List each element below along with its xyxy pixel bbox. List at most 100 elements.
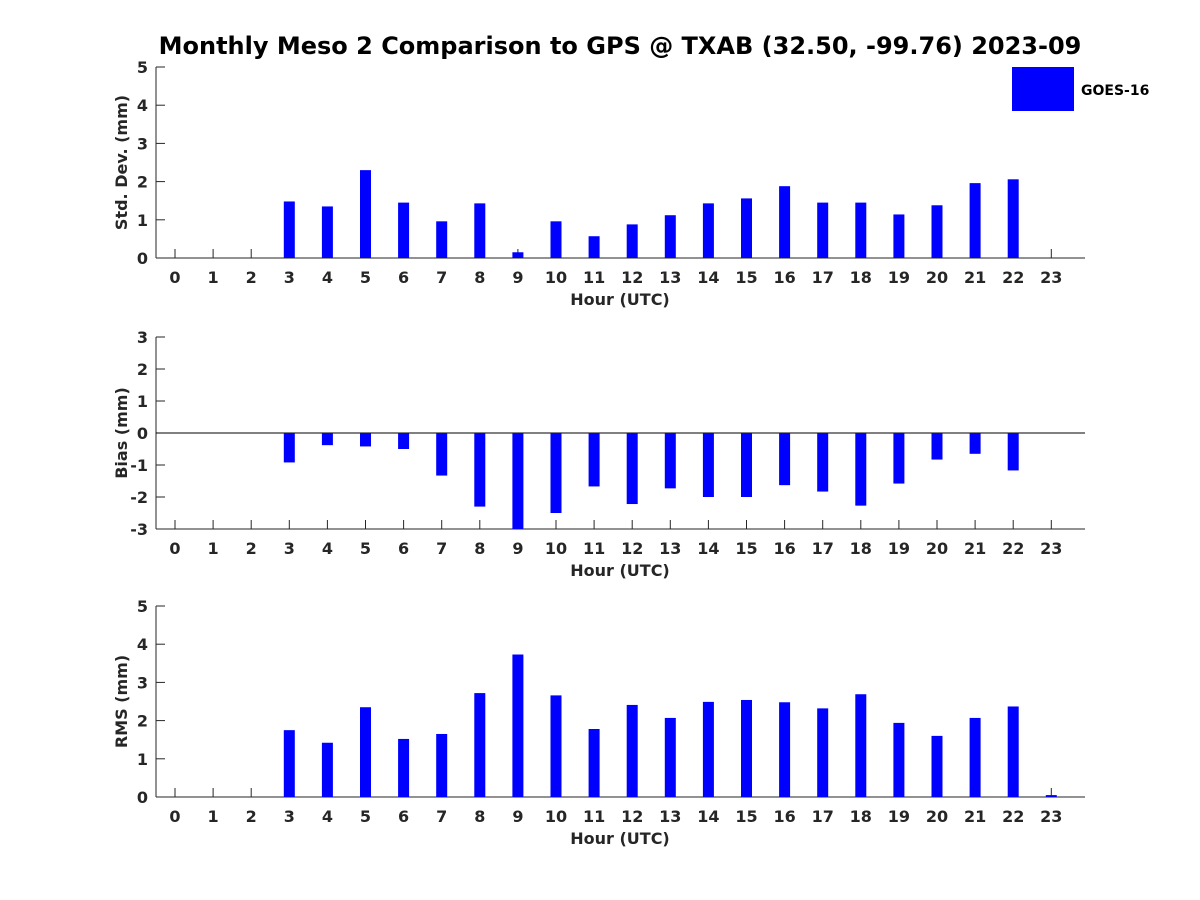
- bar-hour-11: [588, 236, 600, 258]
- bar-hour-7: [436, 733, 448, 797]
- y-tick-label: 0: [137, 424, 148, 443]
- x-tick-label: 12: [621, 268, 643, 287]
- x-tick-label: 19: [888, 268, 910, 287]
- bar-hour-7: [436, 221, 448, 258]
- bar-hour-18: [855, 694, 867, 797]
- x-tick-label: 22: [1002, 807, 1024, 826]
- bar-hour-22: [1007, 179, 1019, 258]
- x-tick-label: 22: [1002, 539, 1024, 558]
- bar-hour-16: [779, 186, 791, 258]
- bar-hour-13: [664, 433, 676, 489]
- x-tick-label: 3: [284, 268, 295, 287]
- bar-hour-6: [398, 202, 410, 258]
- bar-hour-20: [931, 433, 943, 460]
- x-tick-label: 13: [659, 807, 681, 826]
- bar-hour-3: [283, 433, 295, 463]
- bar-hour-5: [360, 707, 371, 797]
- y-axis-label: Std. Dev. (mm): [112, 95, 131, 230]
- x-tick-label: 14: [697, 539, 719, 558]
- y-tick-label: 4: [137, 96, 148, 115]
- x-tick-label: 7: [436, 539, 447, 558]
- y-tick-label: 3: [137, 328, 148, 347]
- bar-hour-12: [626, 224, 638, 258]
- x-tick-label: 21: [964, 268, 986, 287]
- x-tick-label: 12: [621, 539, 643, 558]
- x-tick-label: 1: [208, 268, 219, 287]
- y-tick-label: 5: [137, 58, 148, 77]
- bar-hour-21: [969, 433, 981, 454]
- bar-hour-4: [321, 206, 333, 258]
- x-tick-label: 21: [964, 807, 986, 826]
- y-tick-label: 5: [137, 597, 148, 616]
- bar-hour-8: [474, 203, 486, 258]
- bar-hour-13: [664, 717, 676, 797]
- x-tick-label: 19: [888, 539, 910, 558]
- x-tick-label: 10: [545, 268, 567, 287]
- x-tick-label: 3: [284, 807, 295, 826]
- bar-hour-15: [741, 699, 752, 797]
- bar-hour-21: [969, 183, 981, 258]
- y-tick-label: 1: [137, 750, 148, 769]
- legend-swatch: [1012, 67, 1074, 111]
- y-tick-label: -2: [130, 488, 148, 507]
- x-tick-label: 23: [1040, 268, 1062, 287]
- x-tick-label: 7: [436, 268, 447, 287]
- x-tick-label: 20: [926, 539, 948, 558]
- x-tick-label: 12: [621, 807, 643, 826]
- bar-hour-20: [931, 735, 943, 797]
- x-tick-label: 9: [512, 807, 523, 826]
- x-tick-label: 0: [169, 539, 180, 558]
- x-tick-label: 16: [773, 539, 795, 558]
- bar-hour-8: [474, 433, 486, 507]
- x-tick-label: 0: [169, 268, 180, 287]
- x-tick-label: 21: [964, 539, 986, 558]
- bar-hour-7: [436, 433, 448, 476]
- y-tick-label: 1: [137, 211, 148, 230]
- x-tick-label: 6: [398, 807, 409, 826]
- x-tick-label: 1: [208, 807, 219, 826]
- x-tick-label: 11: [583, 539, 605, 558]
- x-tick-label: 3: [284, 539, 295, 558]
- bar-hour-14: [702, 701, 714, 797]
- x-tick-label: 7: [436, 807, 447, 826]
- x-tick-label: 4: [322, 268, 333, 287]
- bar-hour-5: [360, 433, 371, 447]
- x-tick-label: 4: [322, 807, 333, 826]
- x-tick-label: 18: [850, 807, 872, 826]
- x-tick-label: 23: [1040, 539, 1062, 558]
- bar-hour-15: [741, 433, 752, 497]
- bar-hour-11: [588, 729, 600, 797]
- bar-hour-22: [1007, 706, 1019, 797]
- bar-hour-20: [931, 205, 943, 258]
- bar-hour-17: [817, 202, 829, 258]
- bar-hour-18: [855, 202, 867, 258]
- x-tick-label: 11: [583, 268, 605, 287]
- y-tick-label: 2: [137, 173, 148, 192]
- x-tick-label: 9: [512, 268, 523, 287]
- bar-hour-23: [1045, 795, 1057, 797]
- x-tick-label: 8: [474, 539, 485, 558]
- x-tick-label: 16: [773, 268, 795, 287]
- bar-hour-19: [893, 722, 905, 797]
- bar-hour-10: [550, 221, 562, 258]
- chart-title: Monthly Meso 2 Comparison to GPS @ TXAB …: [159, 32, 1082, 60]
- bar-hour-16: [779, 702, 791, 797]
- x-tick-label: 11: [583, 807, 605, 826]
- x-tick-label: 6: [398, 539, 409, 558]
- bar-hour-16: [779, 433, 791, 486]
- bar-hour-10: [550, 695, 562, 797]
- x-tick-label: 17: [812, 539, 834, 558]
- x-tick-label: 23: [1040, 807, 1062, 826]
- x-tick-label: 0: [169, 807, 180, 826]
- legend-label: GOES-16: [1081, 83, 1149, 99]
- y-tick-label: 0: [137, 249, 148, 268]
- bar-hour-9: [512, 433, 524, 529]
- y-tick-label: -1: [130, 456, 148, 475]
- bar-hour-3: [283, 201, 295, 258]
- x-tick-label: 14: [697, 807, 719, 826]
- x-tick-label: 17: [812, 807, 834, 826]
- y-tick-label: 4: [137, 635, 148, 654]
